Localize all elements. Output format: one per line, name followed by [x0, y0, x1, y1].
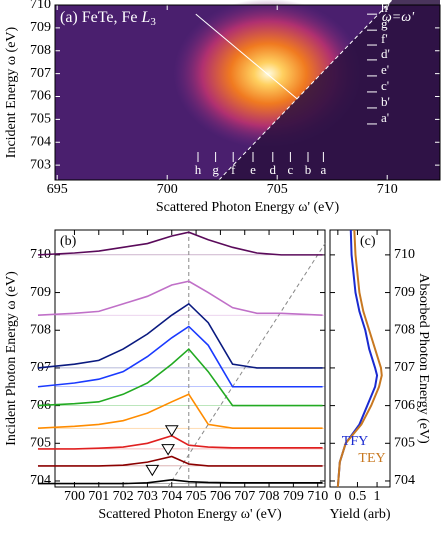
cut-label: f'	[381, 31, 388, 46]
y-tick-label: 710	[30, 0, 51, 12]
edge-sub: 3	[150, 16, 156, 28]
y-tick-label: 706	[30, 89, 51, 104]
y-tick-label: 709	[30, 285, 51, 300]
y-tick-label: 704	[394, 473, 415, 488]
title-text: (a) FeTe, Fe	[60, 9, 142, 26]
cut-label: a	[321, 162, 327, 177]
y-tick-label: 704	[30, 134, 51, 149]
x-tick-label: 705	[186, 489, 207, 504]
x-tick-label: 710	[307, 489, 328, 504]
x-tick-label: 700	[157, 182, 178, 197]
spectrum	[37, 280, 323, 316]
cut-label: d	[270, 162, 277, 177]
cut-label: g	[212, 162, 219, 177]
x-tick-label: 700	[64, 489, 85, 504]
diagonal	[167, 243, 326, 488]
triangle-marker	[164, 425, 179, 437]
y-tick-label: 708	[394, 322, 415, 337]
triangle-marker	[145, 464, 160, 477]
panel-title: (a) FeTe, Fe L3	[60, 9, 156, 28]
cut-label: h	[195, 162, 202, 177]
x-tick-label: 706	[210, 489, 231, 504]
x-tick-label: 0.5	[349, 489, 367, 504]
panel-label: (b)	[60, 234, 77, 249]
y-tick-label: 704	[30, 473, 51, 488]
spectrum	[37, 434, 323, 450]
series-label: TFY	[342, 434, 368, 449]
heatmap-dark	[218, 0, 440, 180]
x-tick-label: 707	[234, 489, 255, 504]
y-tick-label: 705	[394, 436, 415, 451]
diagonal-label: ω=ω'	[382, 10, 415, 25]
plot-frame	[54, 229, 326, 488]
cut-label: g'	[381, 16, 390, 31]
x-axis-label: Scattered Photon Energy ω' (eV)	[156, 200, 340, 215]
x-tick-label: 709	[283, 489, 304, 504]
panel-label: (c)	[360, 234, 376, 249]
spectrum	[37, 347, 323, 407]
x-tick-label: 708	[259, 489, 280, 504]
y-tick-label: 705	[30, 112, 51, 127]
spectrum	[37, 231, 323, 256]
cut-label: e	[250, 162, 256, 177]
x-tick-label: 710	[377, 182, 398, 197]
edge: L	[141, 9, 151, 26]
y-axis-label: Incident Photon Energy ω (eV)	[4, 271, 19, 446]
x-axis-label: Yield (arb)	[329, 507, 390, 522]
triangle-marker	[161, 444, 175, 456]
x-tick-label: 701	[88, 489, 109, 504]
cut-label: d'	[381, 46, 390, 61]
x-tick-label: 704	[161, 489, 182, 504]
y-tick-label: 705	[30, 436, 51, 451]
y-axis-label: Absorbed Photon Energy (eV)	[416, 273, 431, 444]
cut-label: f	[231, 162, 236, 177]
x-tick-label: 1	[374, 489, 381, 504]
x-tick-label: 0	[334, 489, 341, 504]
x-tick-label: 705	[267, 182, 288, 197]
plot-frame	[329, 229, 391, 488]
y-tick-label: 708	[30, 43, 51, 58]
cut-label: b'	[381, 94, 390, 109]
x-tick-label: 695	[47, 182, 68, 197]
y-tick-label: 708	[30, 322, 51, 337]
cut-label: e'	[381, 62, 389, 77]
y-axis-label: Incident Energy ω (eV)	[4, 26, 19, 158]
y-tick-label: 703	[30, 157, 51, 172]
spectrum	[37, 393, 323, 430]
y-tick-label: 706	[394, 398, 415, 413]
cut-label: b	[305, 162, 312, 177]
yield-curve	[336, 229, 383, 488]
x-axis-label: Scattered Photon Energy ω' (eV)	[98, 507, 282, 522]
cut-label: h'	[381, 0, 390, 15]
plot-frame	[54, 4, 441, 181]
cut-label: a'	[381, 110, 389, 125]
x-tick-label: 702	[113, 489, 134, 504]
x-tick-label: 703	[137, 489, 158, 504]
spectrum	[37, 455, 323, 467]
cut-label: c	[288, 162, 294, 177]
y-tick-label: 709	[394, 285, 415, 300]
y-tick-label: 709	[30, 20, 51, 35]
cut-label: c'	[381, 78, 389, 93]
y-tick-label: 710	[394, 247, 415, 262]
spectrum	[37, 325, 323, 388]
cut-line	[195, 13, 298, 100]
y-tick-label: 707	[394, 360, 415, 375]
series-label: TEY	[358, 451, 385, 466]
spectrum	[37, 479, 323, 485]
y-tick-label: 707	[30, 66, 51, 81]
spectrum	[37, 302, 323, 369]
